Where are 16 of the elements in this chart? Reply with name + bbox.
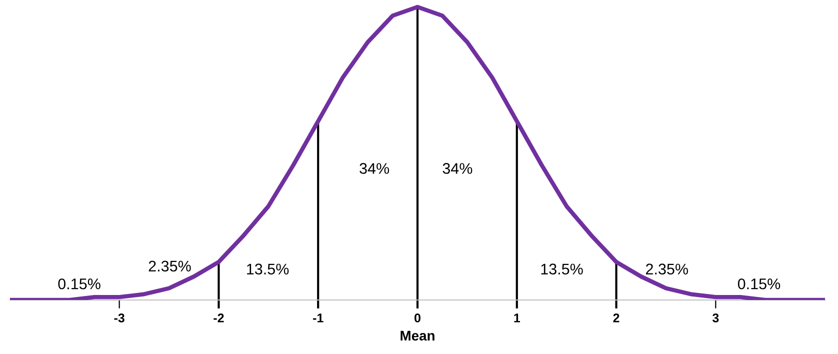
annotation: 0.15% — [738, 278, 780, 290]
annotation: 13.5% — [247, 264, 289, 274]
x-tick-label: 0 — [414, 314, 420, 322]
x-tick-label: -3 — [114, 314, 124, 322]
annotation: 34% — [442, 163, 472, 174]
x-tick-label: 3 — [712, 314, 719, 322]
annotation: 34% — [360, 163, 390, 174]
x-axis-title: Mean — [400, 330, 434, 341]
x-tick-label: -1 — [313, 314, 324, 322]
annotation: 2.35% — [646, 264, 688, 274]
annotation: 0.15% — [58, 278, 100, 290]
x-tick-label: 2 — [613, 314, 620, 322]
x-tick-label: -2 — [214, 314, 224, 322]
annotation: 13.5% — [541, 264, 583, 274]
x-tick-label: 1 — [514, 314, 520, 322]
annotation: 2.35% — [148, 260, 191, 272]
